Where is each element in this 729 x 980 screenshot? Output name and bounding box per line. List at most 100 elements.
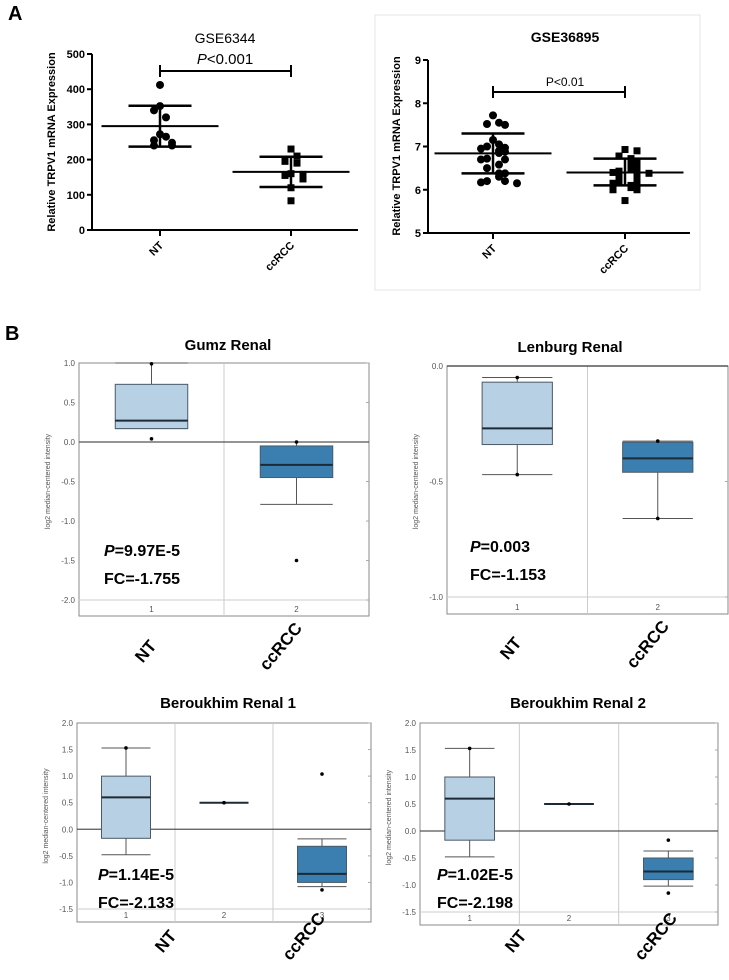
y-axis-label: log2 median-centered intensity bbox=[413, 433, 420, 529]
fold-change-annotation: FC=-2.133 bbox=[98, 895, 174, 912]
box bbox=[444, 776, 496, 841]
data-point-NT bbox=[495, 118, 503, 127]
y-tick-label: 0 bbox=[79, 225, 85, 237]
p-value-annotation: P=1.02E-5 bbox=[437, 867, 513, 884]
outlier-point bbox=[124, 746, 128, 750]
data-point-ccRCC bbox=[633, 173, 641, 181]
chart-title: Beroukhim Renal 2 bbox=[510, 695, 646, 712]
data-point-ccRCC bbox=[287, 197, 295, 205]
data-point-NT bbox=[501, 155, 509, 164]
p-value-annotation: P=9.97E-5 bbox=[104, 543, 180, 560]
y-tick-label: 400 bbox=[67, 84, 85, 96]
group-label: NT bbox=[496, 633, 526, 663]
data-point-NT bbox=[501, 120, 509, 129]
y-axis-label: log2 median-centered intensity bbox=[43, 768, 50, 864]
y-tick-label: 0.5 bbox=[64, 399, 76, 408]
group-label: ccRCC bbox=[623, 617, 673, 672]
box bbox=[114, 383, 189, 430]
category-number: 2 bbox=[222, 911, 227, 920]
data-point-NT bbox=[162, 113, 170, 122]
category-number: 1 bbox=[515, 603, 520, 612]
data-point-ccRCC bbox=[281, 157, 289, 165]
p-value-annotation: P<0.01 bbox=[546, 75, 585, 89]
outlier-point bbox=[515, 472, 520, 477]
y-tick-label: -0.5 bbox=[61, 478, 75, 487]
y-tick-label: 0.0 bbox=[432, 362, 444, 371]
data-point-ccRCC bbox=[609, 179, 617, 187]
data-point-ccRCC bbox=[633, 162, 641, 170]
data-point-NT bbox=[483, 120, 491, 129]
box-chart-4: Beroukhim Renal 2 2.0 1.5 1.0 0.5 0.0 -0.5 -1.0… bbox=[386, 695, 719, 964]
box bbox=[297, 845, 347, 883]
category-number: 3 bbox=[320, 911, 325, 920]
group-label: NT bbox=[131, 636, 161, 666]
outlier-point bbox=[320, 888, 324, 892]
p-italic: P bbox=[437, 867, 448, 884]
data-point-ccRCC bbox=[615, 171, 623, 179]
y-tick-label: -2.0 bbox=[61, 596, 75, 605]
y-tick-label: -1.5 bbox=[402, 908, 416, 917]
outlier-point bbox=[567, 802, 571, 806]
y-tick-label: 6 bbox=[415, 185, 421, 197]
y-tick-label: -1.0 bbox=[61, 517, 75, 526]
p-italic: P bbox=[470, 539, 481, 556]
y-tick-label: 2.0 bbox=[62, 719, 74, 728]
x-tick-label: NT bbox=[147, 239, 166, 258]
data-point-NT bbox=[150, 106, 158, 115]
data-point-ccRCC bbox=[633, 186, 641, 194]
y-tick-label: 500 bbox=[67, 49, 85, 61]
p-value-annotation: P<0.001 bbox=[197, 51, 253, 68]
outlier-point bbox=[222, 800, 226, 805]
y-tick-label: 300 bbox=[67, 119, 85, 131]
outlier-point bbox=[515, 375, 520, 380]
data-point-NT bbox=[477, 144, 485, 153]
p-italic: P bbox=[98, 867, 109, 884]
box-chart-1: Gumz Renal 1.0 0.5 0.0 -0.5 -1.0 -1.5 -2.0 log2 … bbox=[45, 337, 370, 674]
y-tick-label: -1.0 bbox=[59, 878, 73, 887]
data-point-ccRCC bbox=[281, 171, 289, 179]
data-point-ccRCC bbox=[621, 197, 629, 205]
scatter-chart-2: GSE36895 5 6 7 8 9 Relative TRPV1 mRNA Express… bbox=[374, 14, 701, 291]
data-point-NT bbox=[483, 164, 491, 173]
outlier-point bbox=[655, 439, 660, 443]
y-tick-label: 0.0 bbox=[405, 827, 417, 836]
box-chart-3: Beroukhim Renal 1 2.0 1.5 1.0 0.5 0.0 -0.5 -1.0… bbox=[43, 695, 372, 964]
data-point-NT bbox=[477, 178, 485, 187]
p-text: <0.001 bbox=[207, 51, 253, 68]
y-axis-label: log2 median-centered intensity bbox=[386, 769, 393, 865]
y-axis-label: Relative TRPV1 mRNA Expression bbox=[391, 56, 403, 236]
y-tick-label: 1.0 bbox=[405, 773, 417, 782]
box-chart-2: Lenburg Renal 0.0 -0.5 -1.0 log2 median-cent… bbox=[413, 339, 729, 672]
category-number: 1 bbox=[467, 914, 472, 923]
p-text: =0.003 bbox=[481, 539, 530, 556]
y-tick-label: 1.5 bbox=[62, 746, 74, 755]
outlier-point bbox=[666, 891, 671, 895]
y-tick-label: 5 bbox=[415, 228, 421, 240]
data-point-ccRCC bbox=[299, 170, 307, 178]
outlier-point bbox=[294, 440, 299, 444]
chart-title: GSE36895 bbox=[531, 29, 600, 45]
p-value-annotation: P=0.003 bbox=[470, 539, 530, 556]
chart-border bbox=[374, 14, 701, 291]
x-tick-label: ccRCC bbox=[263, 240, 297, 274]
data-point-ccRCC bbox=[621, 146, 629, 154]
y-tick-label: 0.5 bbox=[405, 800, 417, 809]
data-point-ccRCC bbox=[633, 147, 641, 155]
y-tick-label: -0.5 bbox=[429, 478, 443, 487]
chart-title: Lenburg Renal bbox=[517, 339, 622, 356]
y-tick-label: 0.0 bbox=[64, 438, 76, 447]
outlier-point bbox=[149, 361, 154, 366]
category-number: 1 bbox=[149, 605, 154, 614]
data-point-ccRCC bbox=[609, 186, 617, 194]
data-point-NT bbox=[513, 179, 521, 188]
data-point-ccRCC bbox=[627, 164, 635, 172]
box bbox=[643, 857, 694, 881]
p-text: P<0.01 bbox=[546, 75, 585, 89]
data-point-NT bbox=[483, 142, 491, 151]
p-text: =1.14E-5 bbox=[109, 867, 174, 884]
y-tick-label: -1.0 bbox=[429, 593, 443, 602]
fold-change-annotation: FC=-2.198 bbox=[437, 895, 513, 912]
charts: GSE6344 0 100 200 300 400 500 Relative TRPV1 mR… bbox=[43, 14, 729, 964]
data-point-ccRCC bbox=[287, 145, 295, 153]
y-tick-label: 7 bbox=[415, 142, 421, 154]
